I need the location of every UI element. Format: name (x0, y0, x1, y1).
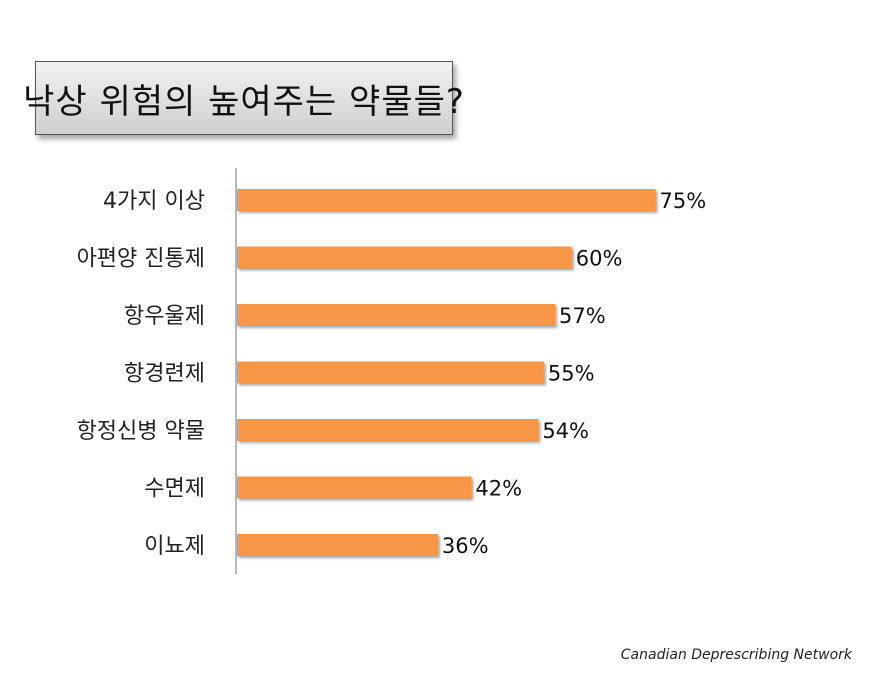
bar-1 (237, 246, 572, 269)
bar-chart: 4가지 이상 75% 아편양 진통제 60% 항우울제 57% 항경련제 55% 항정신병 약물… (77, 168, 707, 574)
bar-4 (237, 419, 539, 441)
value-label: 42% (475, 477, 522, 501)
category-label: 4가지 이상 (103, 189, 205, 214)
value-label: 60% (576, 247, 623, 271)
bar-6 (237, 534, 438, 556)
bar-2 (237, 304, 556, 326)
value-label: 36% (442, 534, 489, 558)
category-label: 아편양 진통제 (77, 247, 205, 272)
bar-0 (237, 189, 656, 211)
value-label: 57% (559, 304, 606, 328)
source-credit: Canadian Deprescribing Network (620, 647, 852, 663)
title-box: 낙상 위험의 높여주는 약물들? (23, 61, 464, 135)
category-label: 항경련제 (124, 362, 205, 387)
bar-5 (237, 476, 472, 499)
category-label: 항정신병 약물 (77, 419, 205, 444)
chart-title: 낙상 위험의 높여주는 약물들? (23, 81, 465, 122)
category-label: 이뇨제 (144, 534, 205, 559)
value-label: 55% (548, 362, 595, 386)
category-label: 항우울제 (124, 304, 205, 329)
category-label: 수면제 (144, 477, 205, 502)
bar-3 (237, 361, 544, 384)
value-label: 75% (660, 189, 707, 213)
value-label: 54% (542, 419, 589, 443)
